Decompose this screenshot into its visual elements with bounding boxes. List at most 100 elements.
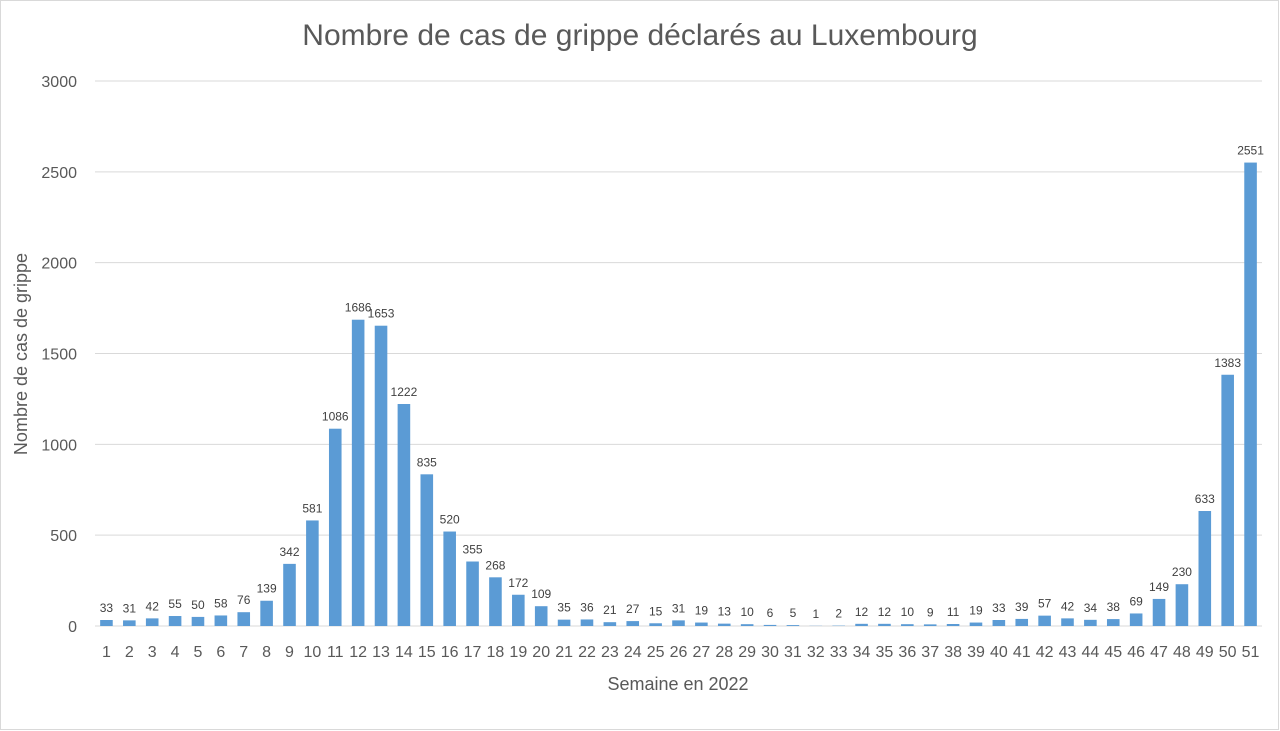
data-label: 835	[417, 455, 437, 469]
bar	[1015, 618, 1029, 626]
bar	[466, 561, 479, 626]
bar	[214, 615, 228, 626]
x-tick-label: 10	[303, 644, 321, 661]
bar	[168, 616, 182, 626]
y-tick-label: 2500	[41, 165, 77, 182]
bar	[191, 616, 205, 626]
x-tick-label: 6	[216, 644, 225, 661]
data-label: 355	[463, 543, 483, 557]
x-tick-label: 14	[395, 644, 413, 661]
x-tick-label: 36	[898, 644, 916, 661]
bar	[763, 624, 777, 626]
bar	[969, 622, 983, 626]
x-tick-label: 33	[830, 644, 848, 661]
x-tick-label: 42	[1036, 644, 1054, 661]
data-label: 31	[672, 601, 686, 615]
bar	[145, 618, 159, 626]
x-tick-label: 31	[784, 644, 802, 661]
data-label: 268	[485, 558, 505, 572]
bar	[878, 623, 891, 626]
x-tick-label: 20	[532, 644, 550, 661]
data-label: 27	[626, 602, 640, 616]
data-label: 2551	[1237, 144, 1264, 158]
data-label: 38	[1107, 600, 1121, 614]
x-tick-label: 18	[487, 644, 505, 661]
x-tick-label: 26	[670, 644, 688, 661]
x-tick-label: 7	[239, 644, 248, 661]
bar	[923, 624, 937, 626]
bar	[855, 623, 868, 626]
x-tick-label: 28	[715, 644, 733, 661]
data-label: 9	[927, 605, 934, 619]
data-label: 31	[123, 601, 137, 615]
data-label: 1686	[345, 301, 372, 315]
x-tick-label: 15	[418, 644, 436, 661]
data-label: 2	[835, 607, 842, 621]
data-label: 5	[790, 606, 797, 620]
x-axis-title: Semaine en 2022	[607, 674, 748, 694]
data-label: 1222	[391, 385, 418, 399]
x-tick-label: 4	[171, 644, 180, 661]
data-label: 33	[992, 601, 1006, 615]
x-tick-label: 47	[1150, 644, 1168, 661]
data-label: 230	[1172, 565, 1192, 579]
bar	[1244, 162, 1257, 626]
x-tick-label: 43	[1059, 644, 1077, 661]
data-label: 149	[1149, 580, 1169, 594]
data-label: 76	[237, 593, 251, 607]
bar	[1061, 618, 1074, 626]
data-label: 12	[878, 605, 892, 619]
x-tick-label: 27	[692, 644, 710, 661]
x-tick-label: 48	[1173, 644, 1191, 661]
bar	[580, 619, 594, 626]
bar	[1106, 619, 1120, 626]
bar	[374, 325, 388, 626]
bar	[626, 621, 640, 626]
x-tick-label: 37	[921, 644, 939, 661]
data-label: 55	[168, 597, 182, 611]
bar	[717, 623, 731, 626]
data-label: 172	[508, 576, 528, 590]
data-label: 19	[695, 604, 709, 618]
x-tick-label: 21	[555, 644, 573, 661]
bar	[946, 624, 960, 626]
x-tick-label: 2	[125, 644, 134, 661]
x-tick-label: 9	[285, 644, 294, 661]
x-tick-label: 51	[1242, 644, 1260, 661]
data-label: 36	[580, 600, 594, 614]
bar	[397, 404, 411, 626]
bar	[512, 594, 525, 626]
bar	[992, 620, 1006, 626]
bar	[1175, 584, 1189, 626]
x-tick-label: 16	[441, 644, 459, 661]
bar	[1152, 598, 1166, 626]
x-tick-label: 38	[944, 644, 962, 661]
x-tick-label: 17	[464, 644, 482, 661]
y-axis-ticks: 0 500 1000 1500 2000 2500 3000	[41, 74, 77, 636]
data-label: 139	[257, 582, 277, 596]
bar	[283, 563, 296, 626]
data-label: 109	[531, 587, 551, 601]
bar	[260, 600, 273, 626]
data-label: 42	[146, 599, 160, 613]
bar	[123, 620, 136, 626]
data-label: 42	[1061, 599, 1075, 613]
data-label: 520	[440, 513, 460, 527]
y-tick-label: 500	[50, 528, 77, 545]
x-axis-ticks: 1 2 3 4 5 6 7 8 9 10 11 12 13 14 15 16 17 18 19 20 21 22 23 24 2…	[102, 644, 1260, 661]
x-tick-label: 11	[327, 644, 344, 661]
y-tick-label: 0	[68, 619, 77, 636]
bar	[100, 620, 113, 626]
bar	[1129, 613, 1143, 626]
x-tick-label: 22	[578, 644, 596, 661]
data-label: 11	[947, 605, 960, 619]
data-label: 35	[557, 601, 571, 615]
data-label: 15	[649, 604, 663, 618]
x-tick-label: 49	[1196, 644, 1214, 661]
bar	[1038, 615, 1051, 626]
bar	[672, 620, 685, 626]
bar	[534, 606, 548, 626]
bar	[328, 428, 342, 626]
x-tick-label: 13	[372, 644, 390, 661]
x-tick-label: 41	[1013, 644, 1031, 661]
